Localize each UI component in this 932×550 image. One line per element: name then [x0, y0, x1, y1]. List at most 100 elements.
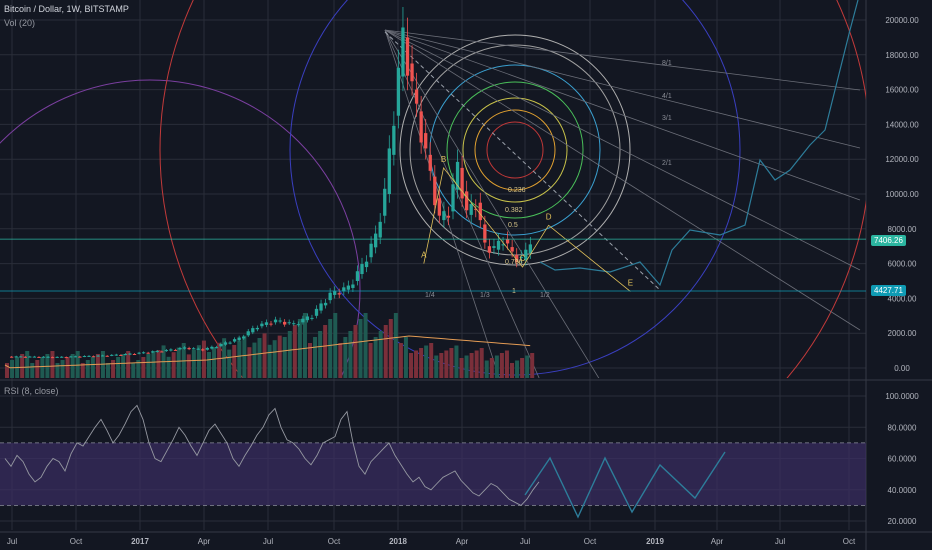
volume-bar — [282, 337, 287, 378]
price-tick-label: 10000.00 — [885, 190, 919, 199]
volume-bar — [424, 345, 429, 378]
volume-bar — [302, 313, 307, 378]
volume-bar — [111, 360, 116, 378]
fan-line-label: 1/2 — [540, 292, 550, 299]
volume-label: Vol (20) — [4, 18, 36, 28]
candle-body — [451, 184, 455, 212]
fan-line — [384, 29, 861, 201]
outer-circle-purple — [0, 79, 361, 378]
fan-line-label: 1/3 — [480, 292, 490, 299]
volume-bar — [525, 355, 530, 378]
volume-bar — [252, 342, 257, 378]
time-tick-label: Apr — [711, 537, 724, 546]
volume-bar — [398, 343, 403, 378]
candle-body — [223, 342, 228, 345]
volume-bar — [65, 357, 70, 378]
candle-body — [319, 303, 323, 311]
volume-bar — [267, 344, 272, 378]
time-tick-label: Oct — [328, 537, 341, 546]
support-price-tag: 4427.71 — [871, 285, 906, 296]
candle-body — [487, 246, 492, 253]
candle-body — [164, 350, 168, 352]
candle-body — [155, 350, 159, 352]
candle-body — [496, 240, 501, 250]
volume-bar — [85, 360, 90, 378]
candle-body — [510, 247, 514, 252]
fan-line — [384, 29, 861, 91]
pattern-point-e: E — [628, 278, 633, 287]
volume-bar — [388, 319, 393, 378]
candle-body — [478, 202, 482, 221]
volume-bar — [358, 319, 363, 378]
candle-body — [82, 356, 87, 358]
fan-line-label: 8/1 — [662, 60, 672, 67]
volume-bar — [136, 360, 141, 378]
candle-body — [360, 264, 364, 275]
candle-body — [465, 191, 469, 211]
volume-bar — [409, 353, 413, 378]
candle-body — [342, 287, 346, 292]
price-tick-label: 20000.00 — [885, 16, 919, 25]
volume-bar — [464, 355, 469, 378]
time-tick-label: Oct — [584, 537, 597, 546]
volume-bar — [363, 313, 368, 378]
candle-body — [305, 316, 310, 321]
candle-body — [501, 244, 505, 246]
candle-body — [196, 348, 200, 350]
candle-body — [137, 352, 141, 354]
candle-body — [169, 349, 173, 351]
candle-body — [119, 354, 123, 356]
candle-body — [328, 292, 332, 301]
fib-level-label: 0.382 — [505, 207, 523, 214]
volume-bar — [308, 343, 312, 378]
candle-body — [128, 353, 132, 355]
candle-body — [201, 349, 205, 351]
fib-circle — [446, 81, 584, 219]
candle-body — [10, 356, 14, 358]
volume-bar — [196, 345, 201, 378]
volume-bar — [348, 331, 353, 378]
candle-body — [364, 261, 369, 268]
rsi-tick-label: 40.0000 — [888, 486, 917, 495]
fan-line-label: 1/4 — [425, 292, 435, 299]
candle-body — [60, 356, 64, 358]
rsi-tick-label: 60.0000 — [888, 455, 917, 464]
volume-bar — [313, 337, 318, 378]
candle-body — [110, 354, 114, 356]
candle-body — [73, 356, 77, 358]
price-tick-label: 6000.00 — [888, 260, 917, 269]
candle-body — [50, 357, 55, 359]
candle-body — [32, 356, 37, 358]
volume-bar — [166, 356, 171, 378]
time-tick-label: Jul — [7, 537, 17, 546]
pattern-path — [423, 166, 631, 292]
candle-body — [469, 204, 473, 215]
candle-body — [246, 331, 250, 336]
candle-body — [301, 318, 305, 323]
price-tick-label: 18000.00 — [885, 51, 919, 60]
candle-body — [123, 354, 128, 356]
candle-body — [519, 256, 523, 258]
candle-body — [132, 354, 137, 356]
candle-body — [292, 323, 296, 325]
candle-body — [410, 63, 414, 82]
candle-body — [405, 37, 410, 76]
volume-bar — [75, 351, 80, 378]
volume-bar — [277, 335, 282, 378]
volume-bar — [439, 353, 444, 378]
fan-line-label: 2/1 — [662, 160, 672, 167]
price-tick-label: 0.00 — [894, 364, 910, 373]
volume-bar — [237, 340, 242, 378]
rsi-tick-label: 100.0000 — [885, 392, 919, 401]
volume-bar — [530, 353, 535, 378]
pattern-point-b: B — [441, 155, 446, 164]
candle-body — [492, 246, 496, 248]
volume-bar — [227, 349, 232, 378]
candle-body — [383, 188, 387, 216]
candle-body — [37, 356, 41, 358]
fan-line-label: 4/1 — [662, 93, 672, 100]
volume-bar — [353, 325, 358, 378]
volume-bar — [247, 347, 252, 378]
